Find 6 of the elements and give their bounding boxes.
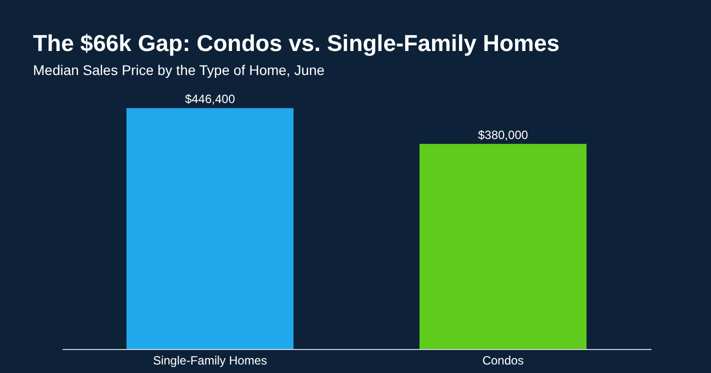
data-label: $446,400	[184, 92, 236, 106]
data-label: $380,000	[478, 128, 528, 142]
chart-title: The $66k Gap: Condos vs. Single-Family Homes	[33, 30, 560, 56]
chart-subtitle: Median Sales Price by the Type of Home, June	[33, 62, 325, 78]
x-tick-label: Single-Family Homes	[152, 354, 267, 368]
x-tick-label: Condos	[482, 354, 524, 368]
